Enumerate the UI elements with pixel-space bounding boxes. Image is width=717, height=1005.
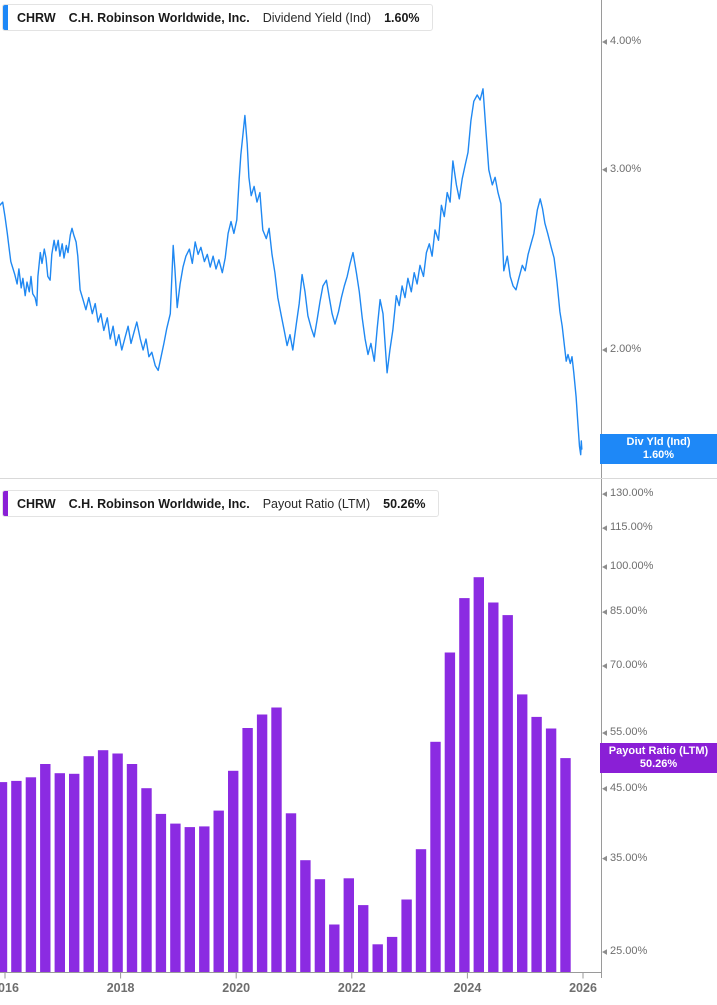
payout-bar[interactable] [40,764,51,972]
payout-bar[interactable] [329,924,340,973]
y-tick-arrow-icon [602,347,607,353]
metric-current-value: 1.60% [384,10,420,25]
y-axis-tick-label: 35.00% [610,851,648,864]
y-tick-arrow-icon [602,949,607,955]
y-axis-tick-label: 4.00% [610,34,642,47]
y-axis-tick-label: 115.00% [610,521,653,534]
series-accent-bar-blue [3,5,8,30]
payout-bar[interactable] [184,827,195,972]
x-axis-year-label: 2016 [0,981,19,995]
payout-bar[interactable] [314,879,326,972]
dividend-yield-line[interactable] [0,88,583,456]
y-axis-tick-label: 45.00% [610,781,648,794]
series-accent-bar-purple [3,491,8,516]
payout-bar[interactable] [300,860,311,972]
y-tick-arrow-icon [602,564,607,570]
badge-metric-name: Payout Ratio (LTM) [608,745,709,757]
payout-bar[interactable] [517,694,528,972]
ticker-symbol: CHRW [17,10,56,25]
y-tick-arrow-icon [602,167,607,173]
badge-metric-name: Div Yld (Ind) [626,436,691,448]
y-axis-tick-label: 55.00% [610,726,648,739]
y-tick-arrow-icon [602,491,607,497]
payout-bar[interactable] [141,788,152,972]
payout-bar[interactable] [228,770,239,972]
payout-bar[interactable] [343,878,354,972]
payout-bar[interactable] [358,905,369,972]
payout-bar[interactable] [256,714,268,973]
payout-bar[interactable] [560,758,571,972]
y-tick-arrow-icon [602,785,607,792]
y-axis-tick-label: 130.00% [610,487,654,500]
y-tick-arrow-icon [602,609,607,615]
y-axis-tick-label: 2.00% [610,342,642,355]
payout-bar[interactable] [0,782,8,972]
y-axis-tick-label: 3.00% [610,162,642,175]
badge-metric-value: 50.26% [639,758,678,770]
dividend-yield-series-header[interactable]: CHRW C.H. Robinson Worldwide, Inc. Divid… [2,4,433,31]
y-tick-arrow-icon [602,730,607,736]
panel-divider [0,478,717,479]
y-tick-arrow-icon [602,663,607,669]
payout-bar[interactable] [430,741,441,972]
y-axis-tick-label: 85.00% [610,605,648,618]
y-axis-tick-label: 70.00% [610,659,648,672]
payout-bar[interactable] [285,813,297,972]
y-axis-tick-label: 100.00% [610,560,654,572]
payout-bar[interactable] [531,716,542,972]
payout-bar[interactable] [242,728,253,972]
payout-bar[interactable] [502,615,513,972]
payout-bar[interactable] [25,777,37,972]
payout-bar[interactable] [69,773,80,972]
ticker-symbol: CHRW [17,496,56,511]
payout-bar[interactable] [488,602,499,973]
company-name: C.H. Robinson Worldwide, Inc. [68,496,250,511]
y-tick-arrow-icon [602,39,607,45]
payout-ratio-last-value-badge: Payout Ratio (LTM) 50.26% [600,743,717,773]
payout-bar[interactable] [126,764,138,972]
div-yld-last-value-badge: Div Yld (Ind) 1.60% [600,434,717,464]
metric-name: Payout Ratio (LTM) [262,496,371,511]
payout-bar[interactable] [372,944,383,972]
payout-bar[interactable] [473,577,484,972]
metric-name: Dividend Yield (Ind) [262,10,372,25]
payout-bar[interactable] [444,652,456,973]
payout-bar[interactable] [11,780,22,972]
payout-bar[interactable] [386,936,398,972]
payout-bar[interactable] [459,598,470,972]
payout-bar[interactable] [271,707,282,973]
x-axis-year-label: 2024 [453,981,482,995]
payout-bar[interactable] [415,849,427,972]
badge-metric-value: 1.60% [642,449,675,461]
y-tick-arrow-icon [602,855,607,862]
payout-bar[interactable] [170,823,181,972]
company-name: C.H. Robinson Worldwide, Inc. [68,10,250,25]
y-tick-arrow-icon [602,525,607,531]
metric-current-value: 50.26% [383,496,426,511]
payout-bar[interactable] [112,753,123,973]
payout-bar[interactable] [54,773,65,972]
x-axis-year-label: 2018 [106,981,135,995]
x-axis-year-label: 2022 [337,981,366,995]
payout-bar[interactable] [83,756,94,972]
y-axis-tick-label: 25.00% [610,945,648,958]
payout-bar[interactable] [213,810,224,972]
payout-bar[interactable] [155,813,167,972]
payout-bar[interactable] [545,728,557,973]
payout-ratio-series-header[interactable]: CHRW C.H. Robinson Worldwide, Inc. Payou… [2,490,439,517]
payout-bar[interactable] [97,750,109,972]
x-axis-year-label: 2020 [222,981,251,995]
x-axis-year-label: 2026 [569,981,597,995]
payout-bar[interactable] [401,899,412,973]
payout-bar[interactable] [199,826,210,972]
